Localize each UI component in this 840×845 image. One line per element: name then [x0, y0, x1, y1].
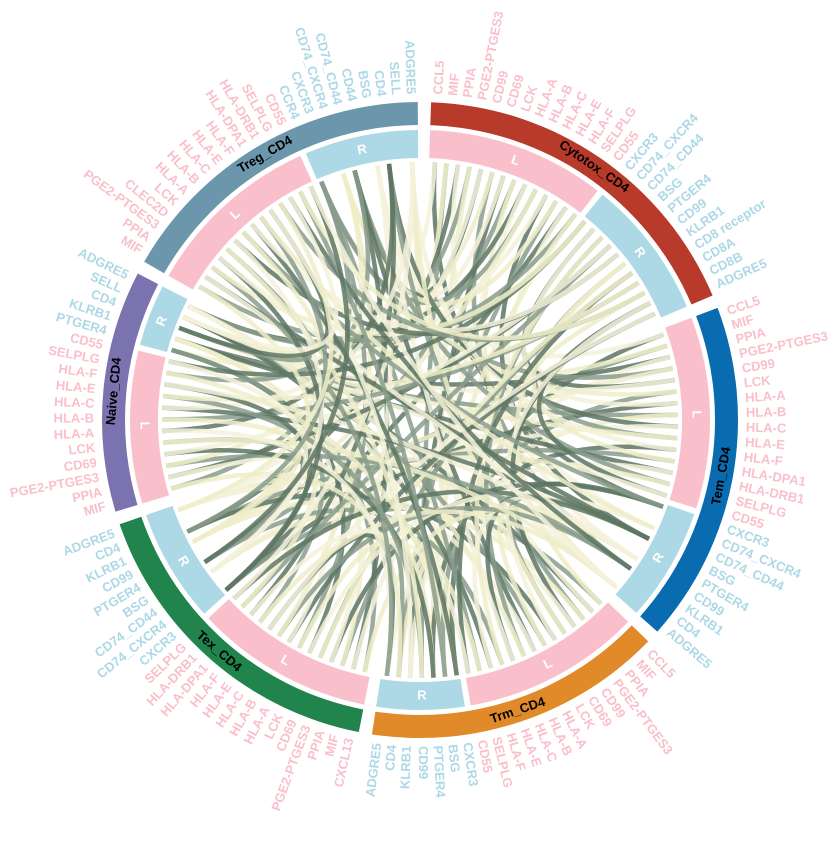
link: [217, 256, 639, 562]
ligand-label: MIF: [322, 733, 342, 759]
ligand-label: LCK: [68, 440, 97, 457]
link: [308, 185, 618, 590]
link: [502, 301, 652, 641]
ligand-label: HLA-E: [55, 377, 96, 396]
ligand-label: HLA-E: [745, 434, 786, 452]
receptor-track: [146, 505, 226, 614]
receptor-label: CD4: [382, 743, 399, 771]
ligand-label: HLA-A: [745, 387, 787, 405]
receptor-label: CD99: [416, 746, 431, 779]
ligand-label: HLA-C: [746, 420, 787, 436]
link: [535, 290, 668, 376]
ligand-label: CCL5: [430, 60, 447, 95]
ligand-track: [208, 599, 370, 705]
ligand-track: [465, 602, 629, 706]
track-label: R: [356, 141, 369, 158]
link: [298, 190, 448, 677]
link: [182, 196, 339, 352]
receptor-label: CXCR3: [460, 741, 481, 787]
ligand-label: MIF: [445, 73, 462, 97]
links: [161, 162, 678, 679]
link: [162, 437, 618, 590]
ligand-track: [429, 130, 598, 213]
link: [163, 448, 436, 678]
receptor-track: [305, 130, 419, 180]
ligand-label: HLA-F: [743, 449, 784, 468]
receptor-track: [584, 194, 687, 318]
link: [267, 311, 657, 631]
ligand-label: PPIA: [460, 66, 479, 99]
link: [177, 202, 334, 513]
ligand-label: HLA-A: [54, 425, 96, 442]
link: [328, 165, 394, 663]
link: [191, 284, 311, 545]
link: [307, 491, 656, 655]
link: [170, 472, 403, 678]
ligand-label: CD99: [741, 356, 776, 376]
sector-arc: [371, 625, 649, 738]
sector-arc: [430, 102, 713, 305]
receptor-track: [376, 678, 465, 710]
receptor-track: [615, 505, 695, 614]
link: [240, 243, 612, 609]
ligand-label: HLA-C: [54, 394, 96, 411]
ligand-label: LCK: [743, 372, 772, 390]
ligand-label: PPIA: [734, 324, 768, 346]
ligand-label: HLA-B: [54, 410, 94, 425]
link: [268, 208, 413, 678]
receptor-label: CD44: [338, 67, 360, 103]
track-label: R: [417, 687, 427, 702]
receptor-label: PTGER4: [431, 745, 449, 798]
link: [164, 382, 639, 562]
sector-arc: [101, 273, 159, 512]
link: [225, 247, 425, 679]
ligand-label: PPIA: [71, 484, 105, 506]
receptor-track: [139, 286, 188, 353]
ligand-label: CD55: [475, 739, 496, 774]
sector-name: Naive_CD4: [103, 356, 124, 426]
receptor-label: SELL: [387, 61, 404, 95]
ligand-label: CD69: [63, 455, 98, 474]
sector-arc: [119, 516, 364, 733]
ligand-label: CD55: [69, 330, 105, 352]
link: [319, 180, 482, 672]
track-label: L: [689, 410, 704, 418]
receptor-label: KLRB1: [397, 745, 414, 789]
receptor-label: ADGRE5: [402, 40, 419, 95]
receptor-label: BSG: [445, 744, 463, 774]
receptor-label: CD4: [371, 70, 389, 98]
receptor-label: ADGRE5: [363, 742, 385, 798]
link: [203, 185, 350, 565]
sector-arc: [640, 307, 738, 632]
ligand-track: [665, 317, 710, 509]
sector-arc: [144, 102, 418, 274]
ligand-track: [129, 350, 170, 504]
ligand-label: HLA-F: [58, 361, 99, 381]
link: [232, 489, 651, 601]
receptor-label: BSG: [355, 69, 374, 99]
link: [250, 222, 460, 676]
link: [191, 366, 674, 545]
link: [210, 238, 325, 574]
track-label: L: [138, 421, 153, 429]
ligand-label: HLA-B: [746, 404, 787, 420]
link: [362, 507, 639, 673]
ligand-label: MIF: [82, 499, 108, 519]
ligand-track: [168, 155, 312, 290]
ligand-label: MIF: [730, 311, 756, 332]
link: [210, 265, 394, 677]
link: [352, 169, 671, 487]
